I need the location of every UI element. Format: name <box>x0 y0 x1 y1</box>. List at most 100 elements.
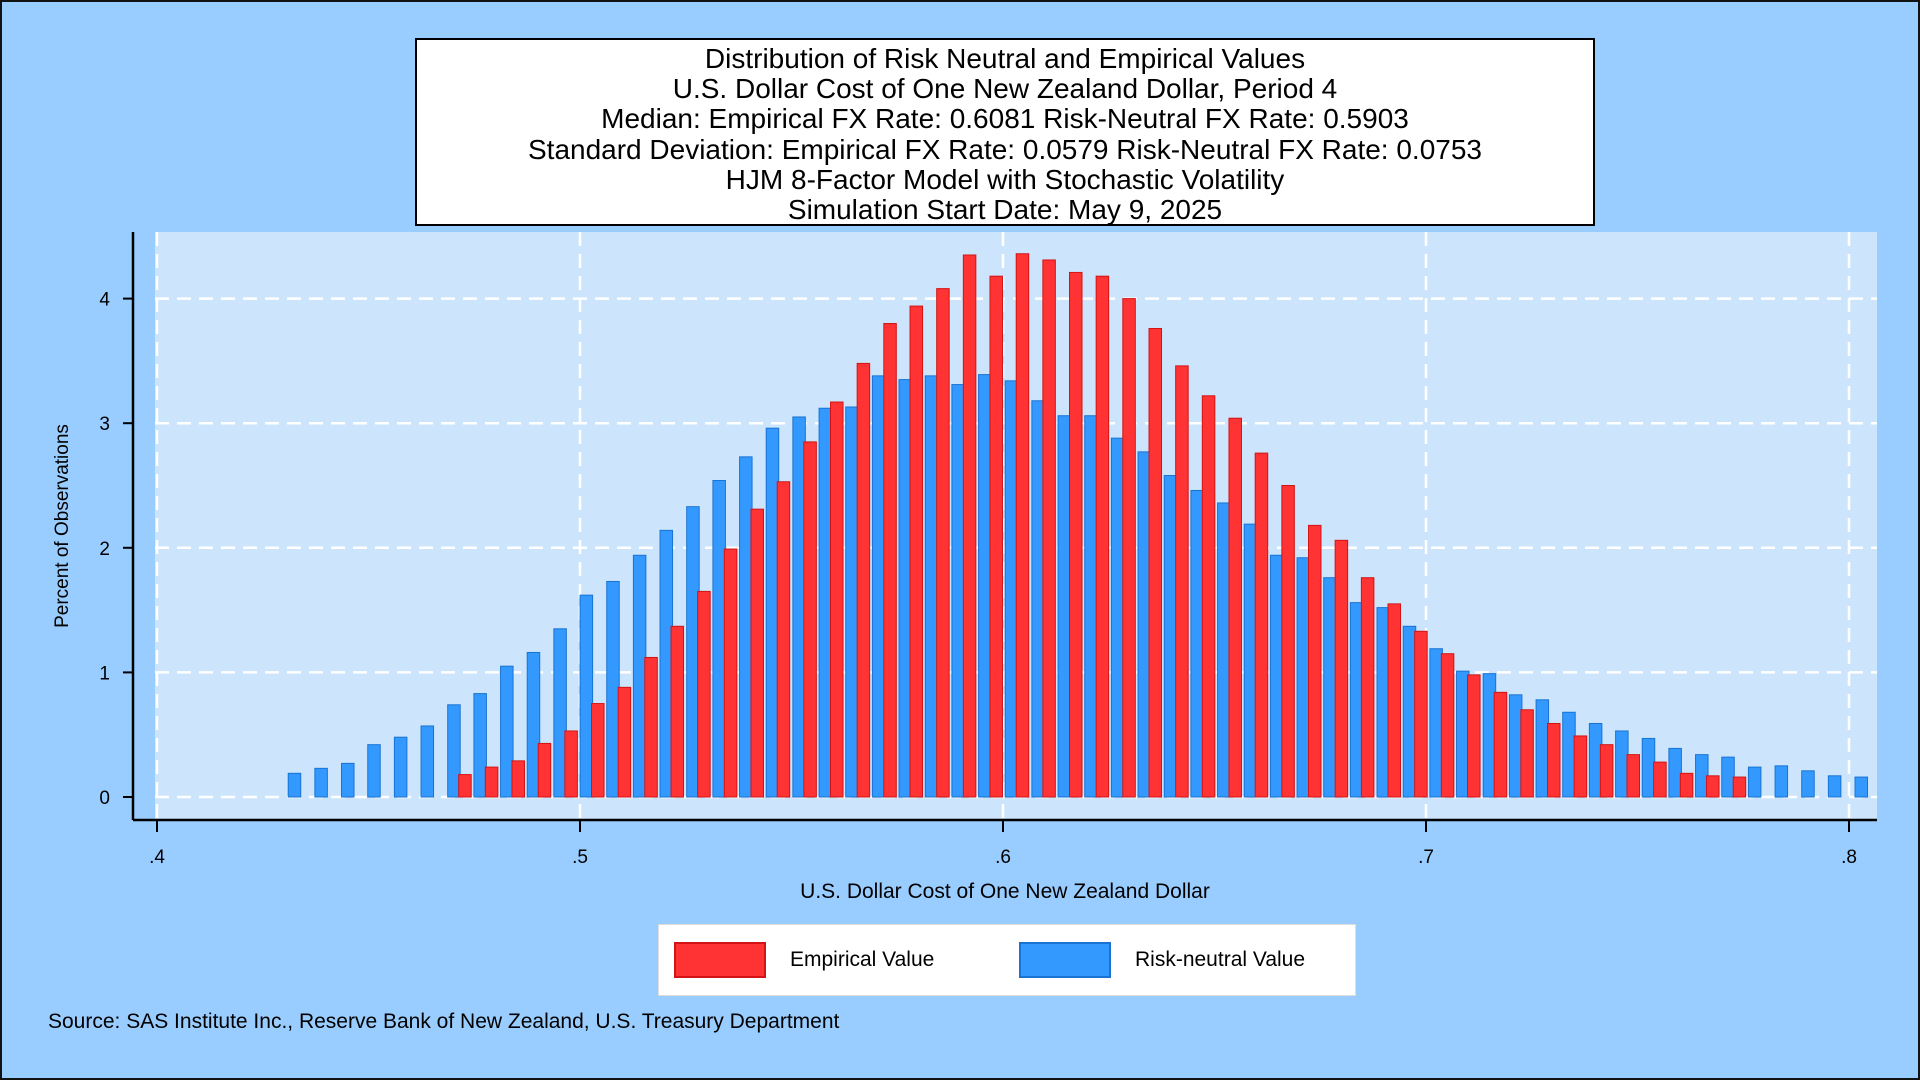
bar-empirical <box>803 441 817 798</box>
bar-risk-neutral <box>341 762 355 798</box>
bar-empirical <box>1228 417 1242 798</box>
bar-risk-neutral <box>606 580 620 798</box>
bar-risk-neutral <box>1562 711 1576 798</box>
bar-empirical <box>723 548 738 798</box>
bar-empirical <box>936 288 950 798</box>
bar-risk-neutral <box>1827 775 1842 798</box>
bar-risk-neutral <box>978 374 992 798</box>
x-axis-title: U.S. Dollar Cost of One New Zealand Doll… <box>800 880 1210 903</box>
bar-empirical <box>1201 395 1216 798</box>
bar-empirical <box>750 508 764 798</box>
bar-empirical <box>1440 653 1455 798</box>
bar-empirical <box>1042 259 1056 798</box>
bar-empirical <box>537 742 552 798</box>
bar-risk-neutral <box>1721 756 1735 798</box>
bar-empirical <box>1254 452 1269 798</box>
bar-empirical <box>1414 630 1428 798</box>
bar-empirical <box>776 481 791 798</box>
y-tick-label: 0 <box>99 788 110 809</box>
bar-risk-neutral <box>818 407 833 798</box>
bar-empirical <box>989 275 1003 798</box>
bar-empirical <box>1653 761 1667 798</box>
x-tick-label: .7 <box>1418 847 1434 868</box>
x-tick-label: .5 <box>572 847 588 868</box>
legend-item-empirical: Empirical Value <box>674 941 934 979</box>
bar-risk-neutral <box>845 406 859 798</box>
bar-risk-neutral <box>420 725 435 798</box>
bar-empirical <box>1281 485 1295 798</box>
bar-empirical <box>1493 691 1508 798</box>
bar-empirical <box>1069 271 1083 798</box>
bar-risk-neutral <box>1801 770 1815 798</box>
bar-risk-neutral <box>1747 766 1762 798</box>
bar-empirical <box>1387 603 1402 798</box>
axis-ticks: 0 1 2 3 4 .4 .5 .6 .7 .8 <box>99 290 1857 868</box>
y-tick-label: 3 <box>99 414 110 435</box>
bar-empirical <box>1175 365 1189 798</box>
bar-empirical <box>1679 772 1694 798</box>
bar-risk-neutral <box>951 384 965 798</box>
bar-risk-neutral <box>1084 415 1098 798</box>
bar-empirical <box>697 590 711 798</box>
x-tick-label: .8 <box>1841 847 1857 868</box>
bar-risk-neutral <box>1269 554 1284 798</box>
bar-risk-neutral <box>632 554 647 798</box>
bar-risk-neutral <box>314 767 328 798</box>
bar-empirical <box>458 774 472 798</box>
bar-risk-neutral <box>1057 415 1072 798</box>
bar-empirical <box>564 730 578 798</box>
bar-empirical <box>1148 328 1163 798</box>
bar-empirical <box>856 362 871 798</box>
x-tick-label: .4 <box>149 847 165 868</box>
title-line-1: Distribution of Risk Neutral and Empiric… <box>704 43 1306 74</box>
bar-risk-neutral <box>1296 557 1311 798</box>
bar-risk-neutral <box>1429 648 1443 798</box>
bar-risk-neutral <box>924 375 939 798</box>
bar-empirical <box>1095 275 1110 798</box>
bar-risk-neutral <box>871 375 886 798</box>
bar-risk-neutral <box>1774 765 1789 798</box>
bar-risk-neutral <box>553 628 567 798</box>
bar-risk-neutral <box>1535 699 1550 798</box>
bar-empirical <box>962 254 977 798</box>
bar-empirical <box>1015 253 1030 798</box>
bar-empirical <box>484 766 499 798</box>
bar-risk-neutral <box>1190 489 1204 798</box>
bar-empirical <box>511 760 525 798</box>
title-line-2: U.S. Dollar Cost of One New Zealand Doll… <box>672 73 1338 105</box>
bar-empirical <box>1732 776 1747 798</box>
legend-swatch-empirical <box>674 942 766 978</box>
bar-empirical <box>830 401 844 798</box>
bar-empirical <box>1308 524 1322 798</box>
bar-risk-neutral <box>1854 776 1869 798</box>
title-line-6: Simulation Start Date: May 9, 2025 <box>787 194 1223 226</box>
bar-risk-neutral <box>473 693 487 798</box>
y-axis-title: Percent of Observations <box>52 424 73 628</box>
source-note: Source: SAS Institute Inc., Reserve Bank… <box>48 1010 840 1033</box>
bar-empirical <box>1467 674 1481 798</box>
bar-risk-neutral <box>1163 475 1178 798</box>
legend-label-empirical: Empirical Value <box>790 948 935 971</box>
bar-empirical <box>1546 722 1561 798</box>
bar-empirical <box>644 656 658 798</box>
bar-risk-neutral <box>393 736 408 798</box>
title-line-3: Median: Empirical FX Rate: 0.6081 Risk-N… <box>601 103 1409 135</box>
legend-swatch-risk-neutral <box>1019 942 1111 978</box>
bar-empirical <box>1520 709 1534 798</box>
y-tick-label: 1 <box>99 663 110 684</box>
bar-empirical <box>617 686 632 798</box>
bar-risk-neutral <box>367 744 381 798</box>
title-line-4: Standard Deviation: Empirical FX Rate: 0… <box>527 133 1482 165</box>
bar-risk-neutral <box>579 594 594 798</box>
bar-empirical <box>883 323 897 798</box>
chart-title-box: Distribution of Risk Neutral and Empiric… <box>415 38 1595 226</box>
bar-risk-neutral <box>1110 437 1125 798</box>
bar-risk-neutral <box>1641 737 1656 798</box>
bar-risk-neutral <box>1402 625 1417 798</box>
title-line-5: HJM 8-Factor Model with Stochastic Volat… <box>725 163 1285 195</box>
bar-risk-neutral <box>526 651 541 798</box>
bar-empirical <box>591 703 605 798</box>
bar-empirical <box>1360 577 1375 798</box>
bar-risk-neutral <box>1508 694 1523 798</box>
